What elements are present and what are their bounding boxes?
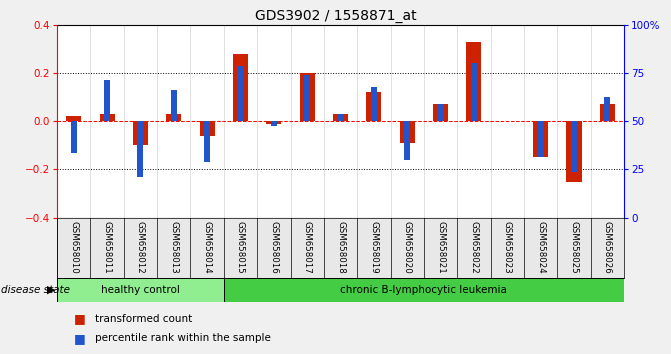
Bar xyxy=(537,121,544,158)
Text: GSM658013: GSM658013 xyxy=(169,221,178,274)
Bar xyxy=(199,121,215,136)
Bar xyxy=(233,54,248,121)
Bar xyxy=(466,42,482,121)
Bar xyxy=(400,121,415,143)
Text: GSM658022: GSM658022 xyxy=(470,221,478,274)
Bar xyxy=(66,116,81,121)
Text: GSM658024: GSM658024 xyxy=(536,221,545,274)
Bar xyxy=(437,104,444,121)
Bar xyxy=(533,121,548,158)
Bar xyxy=(338,114,344,121)
Bar xyxy=(471,63,477,121)
Bar xyxy=(99,114,115,121)
Bar xyxy=(371,87,377,121)
Bar xyxy=(304,75,310,121)
Text: GSM658012: GSM658012 xyxy=(136,221,145,274)
Bar xyxy=(70,121,76,153)
Bar xyxy=(366,92,381,121)
Bar xyxy=(266,121,281,124)
Text: GSM658017: GSM658017 xyxy=(303,221,312,274)
Bar xyxy=(404,121,410,160)
Bar xyxy=(133,121,148,145)
Text: percentile rank within the sample: percentile rank within the sample xyxy=(95,333,271,343)
Text: GSM658016: GSM658016 xyxy=(269,221,278,274)
Text: GSM658018: GSM658018 xyxy=(336,221,345,274)
Text: GDS3902 / 1558871_at: GDS3902 / 1558871_at xyxy=(255,9,416,23)
Text: GSM658011: GSM658011 xyxy=(103,221,111,274)
Bar xyxy=(605,97,611,121)
Bar xyxy=(300,73,315,121)
Text: GSM658014: GSM658014 xyxy=(203,221,211,274)
Text: ▶: ▶ xyxy=(46,285,55,295)
Bar xyxy=(238,66,244,121)
Bar xyxy=(571,121,577,172)
Bar xyxy=(57,278,224,302)
Bar xyxy=(600,104,615,121)
Text: GSM658015: GSM658015 xyxy=(236,221,245,274)
Text: disease state: disease state xyxy=(1,285,70,295)
Bar xyxy=(138,121,144,177)
Text: GSM658010: GSM658010 xyxy=(69,221,79,274)
Text: ■: ■ xyxy=(74,332,86,344)
Bar xyxy=(433,104,448,121)
Text: GSM658023: GSM658023 xyxy=(503,221,512,274)
Text: GSM658020: GSM658020 xyxy=(403,221,412,274)
Bar xyxy=(104,80,110,121)
Text: GSM658021: GSM658021 xyxy=(436,221,445,274)
Text: GSM658026: GSM658026 xyxy=(603,221,612,274)
Text: transformed count: transformed count xyxy=(95,314,193,324)
Bar xyxy=(166,114,181,121)
Bar xyxy=(170,90,176,121)
Text: chronic B-lymphocytic leukemia: chronic B-lymphocytic leukemia xyxy=(340,285,507,295)
Bar xyxy=(224,278,624,302)
Text: GSM658025: GSM658025 xyxy=(570,221,578,274)
Bar xyxy=(566,121,582,182)
Text: healthy control: healthy control xyxy=(101,285,180,295)
Bar xyxy=(204,121,210,162)
Text: GSM658019: GSM658019 xyxy=(369,221,378,273)
Bar xyxy=(333,114,348,121)
Text: ■: ■ xyxy=(74,312,86,325)
Bar xyxy=(271,121,277,126)
